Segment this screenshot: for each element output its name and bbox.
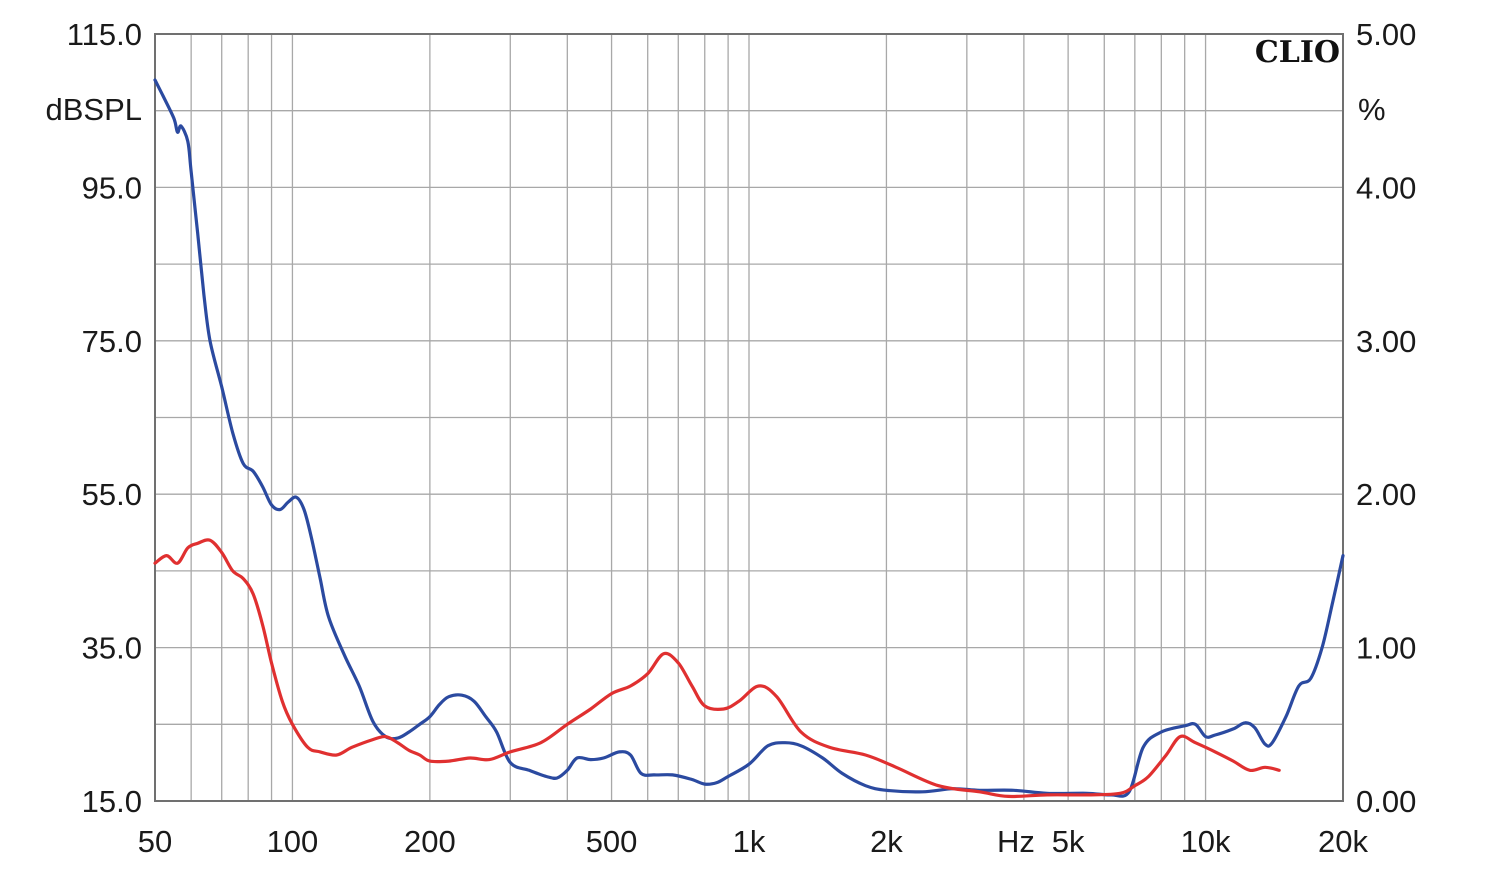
left-tick-label: 55.0 [82, 477, 142, 512]
left-tick-label: 15.0 [82, 784, 142, 819]
series-layer [153, 78, 1345, 799]
x-tick-label: 100 [267, 824, 319, 859]
x-tick-label: 20k [1318, 824, 1368, 859]
clio-brand-logo: CLIO [1255, 35, 1340, 70]
grid [155, 34, 1343, 801]
x-tick-label: 500 [586, 824, 638, 859]
x-axis-unit: Hz [997, 824, 1035, 859]
left-tick-label: 95.0 [82, 170, 142, 205]
x-tick-label: 200 [404, 824, 456, 859]
right-tick-label: 5.00 [1356, 17, 1416, 52]
left-tick-label: 115.0 [67, 17, 142, 52]
x-tick-label: 2k [870, 824, 903, 859]
right-axis-ticks: 5.00 4.00 3.00 2.00 1.00 0.00 [1356, 17, 1416, 819]
right-tick-label: 4.00 [1356, 170, 1416, 205]
x-axis-ticks: 50 100 200 500 1k 2k 5k 10k 20k [138, 824, 1369, 859]
x-tick-label: 1k [733, 824, 766, 859]
right-tick-label: 0.00 [1356, 784, 1416, 819]
right-tick-label: 3.00 [1356, 324, 1416, 359]
right-tick-label: 2.00 [1356, 477, 1416, 512]
plot-frame [154, 33, 1344, 802]
right-axis-unit: % [1358, 92, 1386, 127]
x-tick-label: 5k [1052, 824, 1085, 859]
series-line-blue [153, 78, 1345, 798]
left-tick-label: 75.0 [82, 324, 142, 359]
left-axis-ticks: 115.0 95.0 75.0 55.0 35.0 15.0 [67, 17, 142, 819]
x-tick-label: 50 [138, 824, 172, 859]
right-tick-label: 1.00 [1356, 631, 1416, 666]
series-line-red [153, 538, 1281, 799]
left-axis-unit: dBSPL [45, 92, 142, 127]
left-tick-label: 35.0 [82, 631, 142, 666]
x-tick-label: 10k [1181, 824, 1231, 859]
